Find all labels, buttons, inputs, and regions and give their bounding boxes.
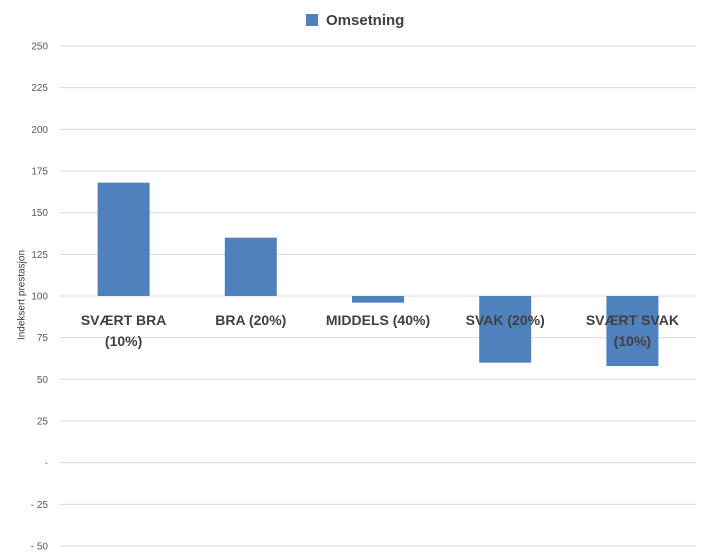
y-tick-label: - 50 [31, 542, 49, 553]
y-tick-label: 50 [37, 375, 49, 386]
x-category-labels: SVÆRT BRA (10%) BRA (20%) MIDDELS (40%) SVAK… [81, 312, 679, 349]
x-category-label: MIDDELS (40%) [326, 312, 430, 328]
bar [479, 296, 532, 363]
bar [606, 296, 659, 366]
y-tick-label: 125 [31, 250, 48, 261]
y-tick-label: 100 [31, 292, 48, 303]
bar [352, 296, 404, 303]
y-tick-label: 225 [31, 83, 48, 94]
legend-swatch [306, 14, 318, 26]
legend: Omsetning [306, 10, 404, 30]
x-category-label: SVAK (20%) [466, 312, 545, 328]
y-tick-label: 75 [37, 333, 49, 344]
y-axis-label: Indeksert prestasjon [16, 249, 28, 341]
legend-label: Omsetning [326, 11, 405, 29]
y-tick-label: 150 [31, 208, 48, 219]
x-category-label: SVÆRT SVAK (10%) [586, 312, 679, 349]
y-tick-label: - 25 [31, 500, 49, 511]
y-tick-label: 175 [31, 167, 48, 178]
y-tick-label: - [45, 458, 48, 469]
y-tick-label: 250 [31, 42, 48, 53]
x-category-label: BRA (20%) [215, 312, 286, 328]
bars [97, 182, 659, 366]
y-tick-label: 25 [37, 417, 49, 428]
bar [97, 182, 150, 296]
bar [224, 237, 277, 296]
y-tick-labels: 250 225 200 175 150 125 100 75 50 25 - - 25 - 50 [31, 42, 49, 553]
gridlines [60, 45, 696, 547]
x-category-label: SVÆRT BRA (10%) [81, 312, 167, 349]
y-tick-label: 200 [31, 125, 48, 136]
